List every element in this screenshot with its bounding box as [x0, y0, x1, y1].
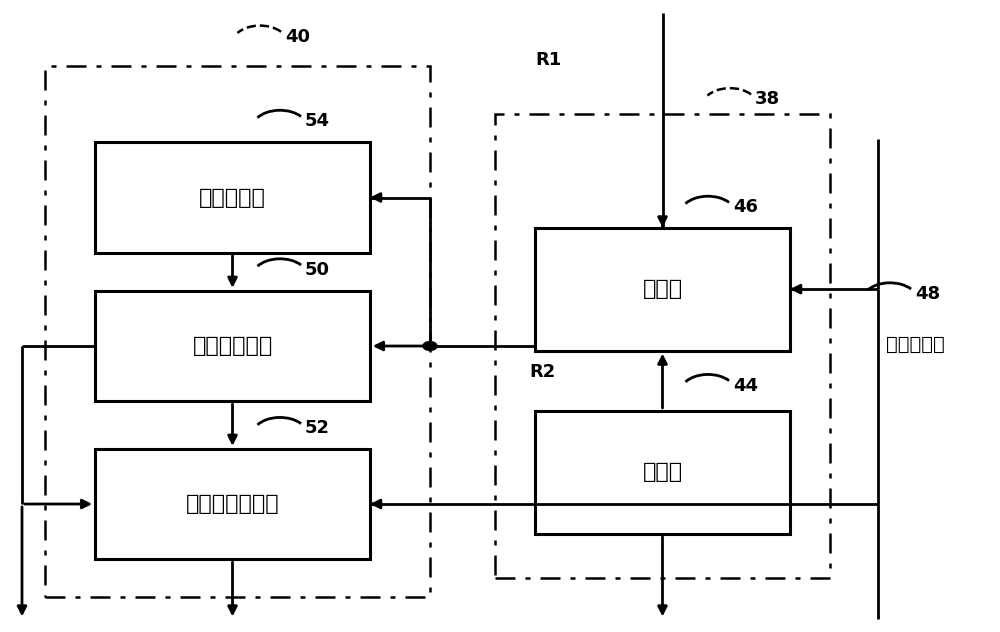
Bar — [95, 449, 370, 559]
Circle shape — [423, 341, 437, 350]
Text: R2: R2 — [530, 363, 556, 380]
Bar — [95, 142, 370, 253]
Text: R1: R1 — [536, 51, 562, 69]
Bar — [495, 114, 830, 578]
Text: 54: 54 — [305, 112, 330, 130]
Bar — [45, 66, 430, 597]
Bar — [95, 291, 370, 401]
Bar — [535, 411, 790, 534]
Text: 38: 38 — [755, 90, 780, 108]
Text: 判定器: 判定器 — [642, 279, 683, 299]
Bar — [535, 228, 790, 351]
Text: 运算器: 运算器 — [642, 463, 683, 482]
Text: 处理条件控制器: 处理条件控制器 — [186, 494, 279, 514]
Text: 帧数率控制器: 帧数率控制器 — [192, 336, 273, 356]
Text: 46: 46 — [733, 198, 758, 216]
Text: 50: 50 — [305, 261, 330, 279]
Text: 存储器状态: 存储器状态 — [886, 335, 944, 354]
Text: 40: 40 — [285, 28, 310, 46]
Text: 恢复控制器: 恢复控制器 — [199, 188, 266, 207]
Text: 44: 44 — [733, 377, 758, 394]
Text: 52: 52 — [305, 420, 330, 437]
Text: 48: 48 — [915, 285, 940, 303]
